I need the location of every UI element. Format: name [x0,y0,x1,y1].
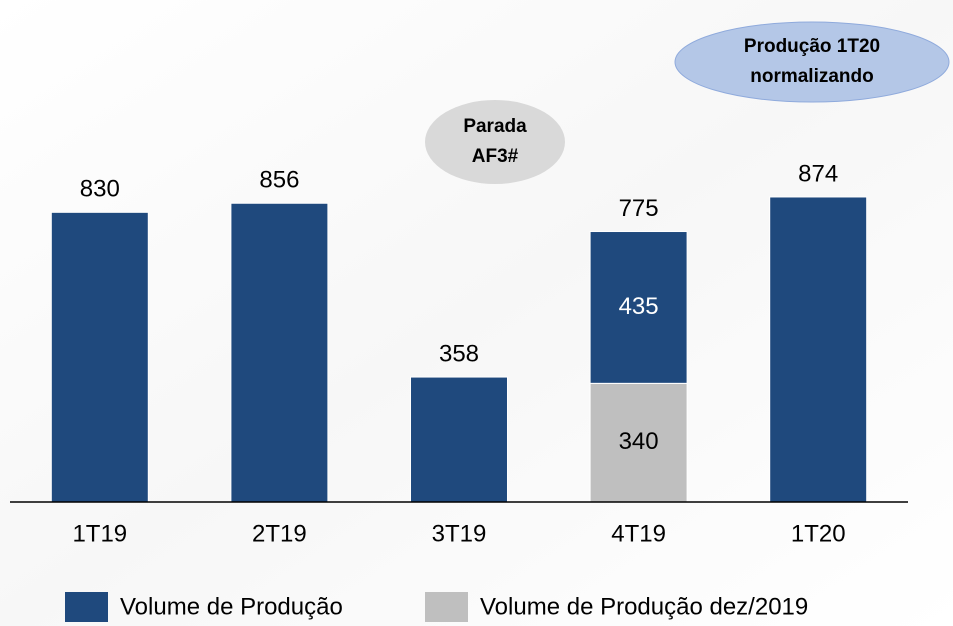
total-label: 830 [80,176,120,203]
annotation-text: Produção 1T20 [744,36,880,57]
x-tick-label: 4T19 [611,520,666,547]
total-label: 856 [259,167,299,194]
legend-label: Volume de Produção dez/2019 [480,593,808,620]
bar-segment [230,202,329,503]
legend-swatch [425,592,468,622]
annotation-bubble [674,21,950,103]
total-label: 358 [439,340,479,367]
bar-segment [769,196,868,503]
total-label: 874 [798,160,838,187]
legend-swatch [65,592,108,622]
annotation-bubble [425,100,565,184]
x-tick-label: 3T19 [432,520,487,547]
bar-segment [589,382,688,503]
annotation-text: AF3# [472,146,519,167]
total-label: 775 [619,195,659,222]
bar-segment [50,211,149,503]
x-tick-label: 1T20 [791,520,846,547]
x-tick-label: 2T19 [252,520,307,547]
segment-label: 340 [619,428,659,455]
bar-segment [589,231,688,384]
annotation-text: Parada [463,116,527,137]
segment-label: 435 [619,293,659,320]
bar-segment [410,376,508,503]
legend-label: Volume de Produção [120,593,343,620]
annotation-text: normalizando [750,66,874,87]
x-tick-label: 1T19 [72,520,127,547]
